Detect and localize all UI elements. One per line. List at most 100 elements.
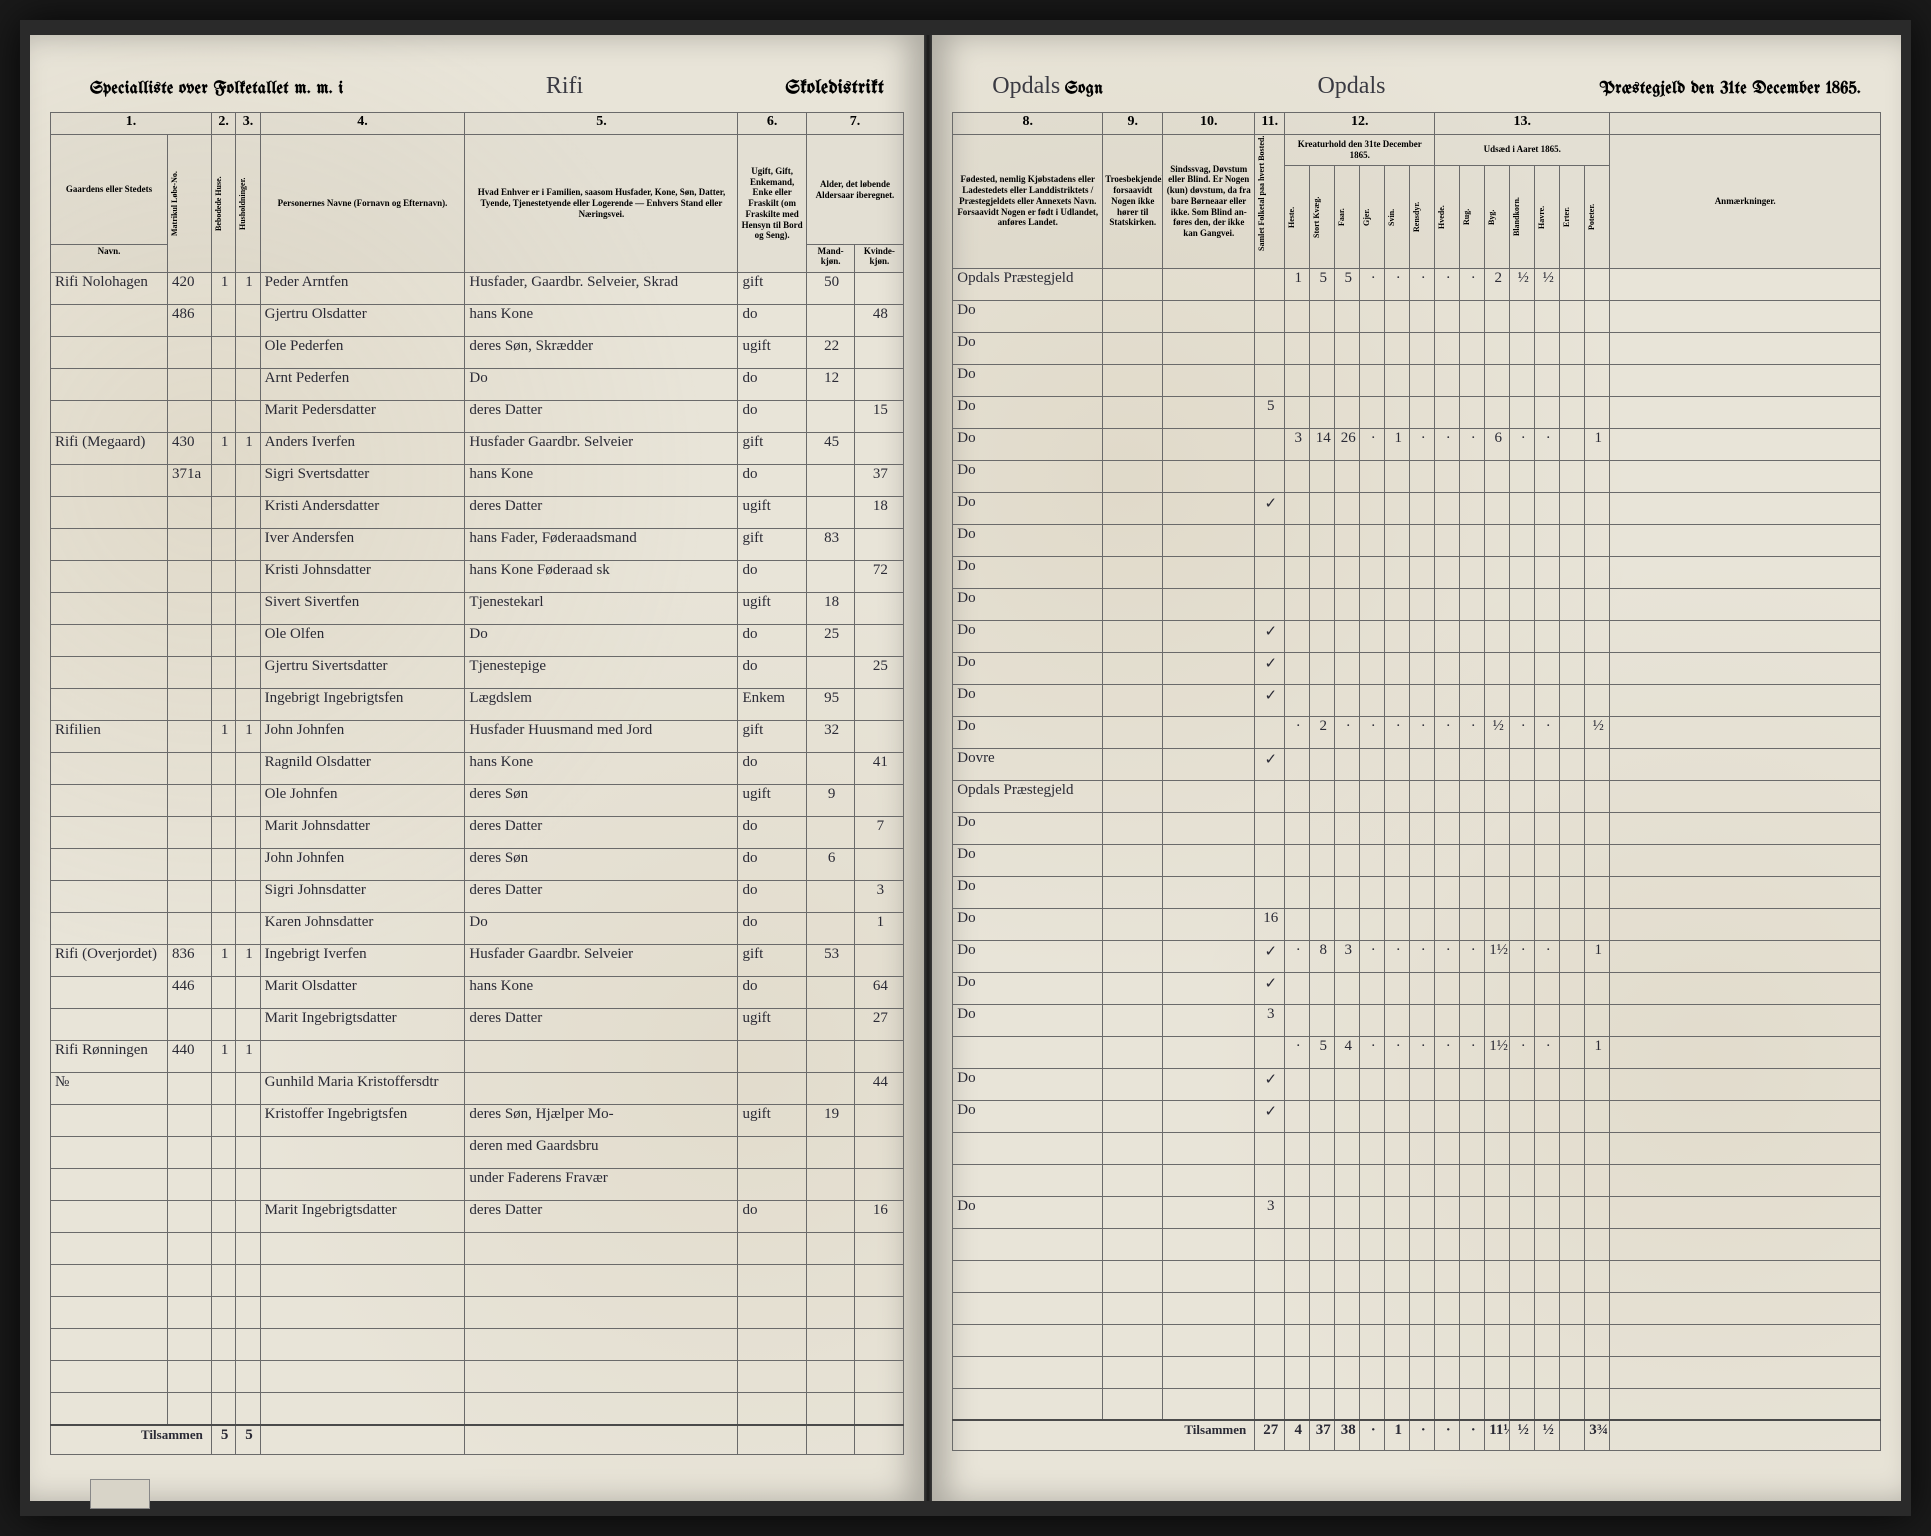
cell-m — [806, 977, 855, 1009]
cell-r6 — [1335, 620, 1360, 652]
cell-r10 — [1435, 972, 1460, 1004]
cell-farm — [51, 401, 168, 433]
cell-stat: do — [738, 817, 806, 849]
cell-r2 — [1163, 1164, 1255, 1196]
cell-r12 — [1485, 1100, 1510, 1132]
cell-r15 — [1560, 428, 1585, 460]
table-row: 486Gjertru Olsdatterhans Konedo48 — [51, 305, 904, 337]
cell-r3: ✓ — [1255, 684, 1285, 716]
cell-r2 — [1163, 300, 1255, 332]
cell-r2 — [1163, 972, 1255, 1004]
cell-r0: Do — [953, 300, 1103, 332]
cell-m: 22 — [806, 337, 855, 369]
cell-r9 — [1410, 460, 1435, 492]
table-row: Do — [953, 460, 1881, 492]
cell-r12 — [1485, 1068, 1510, 1100]
cell-stat: do — [738, 1201, 806, 1233]
cell-r5 — [1310, 1196, 1335, 1228]
table-row: Iver Andersfenhans Fader, Føderaadsmandg… — [51, 529, 904, 561]
cell-name: Ole Pederfen — [260, 337, 465, 369]
empty-rows-right — [953, 1228, 1881, 1420]
cell-r15 — [1560, 780, 1585, 812]
right-page: Opdals Sogn Opdals Præstegjeld den 31te … — [932, 35, 1901, 1501]
table-row: Ingebrigt IngebrigtsfenLægdslemEnkem95 — [51, 689, 904, 721]
cell-hh — [236, 529, 260, 561]
cell-r9 — [1410, 1196, 1435, 1228]
cell-r15 — [1560, 1132, 1585, 1164]
col-birthplace: Fødested, nemlig Kjøbstadens eller Lade­… — [953, 135, 1103, 269]
cell-r0: Opdals Præstegjeld — [953, 780, 1103, 812]
cell-r3: ✓ — [1255, 972, 1285, 1004]
cell-r0: Do — [953, 908, 1103, 940]
cell-r11 — [1460, 1196, 1485, 1228]
cell-r3: ✓ — [1255, 1068, 1285, 1100]
cell-m: 19 — [806, 1105, 855, 1137]
cell-r1 — [1103, 588, 1163, 620]
cell-r13 — [1510, 972, 1535, 1004]
cell-r10 — [1435, 1004, 1460, 1036]
cell-farm — [51, 625, 168, 657]
cell-r9 — [1410, 524, 1435, 556]
cell-r6 — [1335, 556, 1360, 588]
table-row: John Johnfenderes Søndo6 — [51, 849, 904, 881]
cell-hus — [211, 881, 235, 913]
cell-r14 — [1535, 1164, 1560, 1196]
colnum-10: 10. — [1163, 113, 1255, 135]
cell-k: 15 — [855, 401, 904, 433]
cell-r16 — [1585, 492, 1610, 524]
cell-r14 — [1535, 1068, 1560, 1100]
table-row: Do — [953, 524, 1881, 556]
cell-m: 45 — [806, 433, 855, 465]
cell-r7 — [1360, 972, 1385, 1004]
cell-mno — [168, 1105, 212, 1137]
cell-r0: Do — [953, 332, 1103, 364]
col-age: Alder, det løbende Alders­aar iberegnet. — [806, 135, 904, 245]
cell-role: Lægdslem — [465, 689, 738, 721]
cell-r11 — [1460, 1164, 1485, 1196]
cell-r11 — [1460, 972, 1485, 1004]
cell-m: 18 — [806, 593, 855, 625]
table-row — [51, 1233, 904, 1265]
cell-r1 — [1103, 748, 1163, 780]
sogn-label: Sogn — [1065, 81, 1103, 98]
cell-stat: ugift — [738, 497, 806, 529]
cell-r5: 5 — [1310, 268, 1335, 300]
cell-r10 — [1435, 1132, 1460, 1164]
cell-r1 — [1103, 1132, 1163, 1164]
cell-m: 53 — [806, 945, 855, 977]
table-row: 371aSigri Svertsdatterhans Konedo37 — [51, 465, 904, 497]
cell-r3 — [1255, 588, 1285, 620]
cell-name: Arnt Pederfen — [260, 369, 465, 401]
col-livestock-top: Kreaturhold den 31te December 1865. — [1285, 135, 1435, 166]
cell-farm — [51, 497, 168, 529]
cell-r2 — [1163, 268, 1255, 300]
cell-hus — [211, 369, 235, 401]
cell-name: Ingebrigt Iverfen — [260, 945, 465, 977]
table-row: Rifi (Overjordet)83611Ingebrigt IverfenH… — [51, 945, 904, 977]
cell-r14 — [1535, 780, 1560, 812]
cell-r3 — [1255, 844, 1285, 876]
cell-mno — [168, 753, 212, 785]
cell-name: Marit Pedersdatter — [260, 401, 465, 433]
cell-r11 — [1460, 364, 1485, 396]
cell-hh — [236, 497, 260, 529]
cell-hh — [236, 1073, 260, 1105]
cell-r8 — [1385, 364, 1410, 396]
cell-k — [855, 1169, 904, 1201]
cell-role: hans Kone — [465, 305, 738, 337]
cell-r8 — [1385, 332, 1410, 364]
cell-r6 — [1335, 684, 1360, 716]
table-row: Kristoffer Ingebrigtsfenderes Søn, Hjælp… — [51, 1105, 904, 1137]
cell-r11 — [1460, 652, 1485, 684]
cell-r6 — [1335, 652, 1360, 684]
cell-r2 — [1163, 556, 1255, 588]
cell-name: John Johnfen — [260, 849, 465, 881]
cell-r4 — [1285, 492, 1310, 524]
cell-r16 — [1585, 556, 1610, 588]
cell-r12 — [1485, 1164, 1510, 1196]
cell-r9 — [1410, 1100, 1435, 1132]
cell-hus — [211, 1137, 235, 1169]
cell-mno — [168, 1201, 212, 1233]
cell-r11 — [1460, 556, 1485, 588]
col-livestock-0: Heste. — [1285, 165, 1310, 268]
